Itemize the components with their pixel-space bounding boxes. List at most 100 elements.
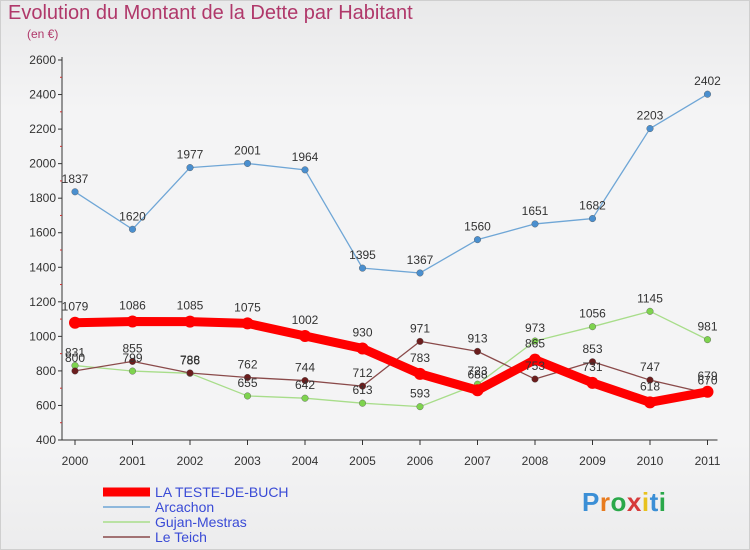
data-label-gujan-mestras: 981 — [697, 320, 717, 334]
data-point-le-teich — [301, 377, 309, 385]
chart-title: Evolution du Montant de la Dette par Hab… — [8, 2, 413, 24]
series-line-arcachon — [74, 93, 708, 274]
data-point-la-teste-de-buch — [69, 316, 81, 329]
data-label-arcachon: 2402 — [694, 74, 721, 88]
data-label-arcachon: 2203 — [637, 109, 664, 123]
data-label-gujan-mestras: 799 — [122, 351, 142, 365]
data-point-le-teich — [416, 337, 424, 345]
data-point-arcachon — [359, 264, 367, 272]
y-tick-label: 600 — [36, 398, 56, 412]
data-point-le-teich — [531, 375, 539, 383]
x-tick-label: 2009 — [579, 454, 606, 468]
data-point-le-teich — [243, 373, 251, 381]
data-label-la-teste-de-buch: 783 — [410, 351, 430, 365]
y-tick-label: 800 — [36, 364, 56, 378]
data-point-arcachon — [589, 215, 597, 223]
logo-letter: i — [658, 487, 667, 517]
data-labels: 1837 1620 1977 2001 1964 1395 1367 1560 1651 1682… — [62, 74, 722, 400]
proxiti-logo: Proxiti — [582, 487, 666, 518]
data-label-le-teich: 670 — [697, 373, 717, 387]
x-tick-label: 2004 — [292, 454, 319, 468]
y-tick-label: 400 — [36, 433, 56, 447]
data-point-gujan-mestras — [359, 399, 367, 407]
data-label-arcachon: 1837 — [62, 172, 89, 186]
data-label-le-teich: 855 — [122, 341, 142, 355]
data-label-le-teich: 913 — [467, 331, 487, 345]
y-tick-label: 1200 — [29, 295, 56, 309]
logo-letter: o — [610, 487, 627, 517]
data-label-la-teste-de-buch: 679 — [697, 369, 717, 383]
data-point-la-teste-de-buch — [184, 315, 196, 328]
series-lines — [69, 90, 714, 411]
y-tick-label: 1000 — [29, 329, 56, 343]
data-point-la-teste-de-buch — [126, 315, 139, 328]
data-label-le-teich: 800 — [65, 351, 85, 365]
chart-subtitle: (en €) — [27, 27, 59, 41]
data-point-la-teste-de-buch — [701, 385, 714, 398]
data-point-le-teich — [474, 347, 482, 355]
data-point-gujan-mestras — [531, 337, 539, 345]
data-label-arcachon: 1620 — [119, 209, 146, 223]
data-point-la-teste-de-buch — [241, 317, 254, 330]
data-label-la-teste-de-buch: 618 — [640, 379, 660, 393]
legend-label-arcachon: Arcachon — [155, 499, 214, 515]
data-point-arcachon — [243, 159, 251, 167]
x-tick-label: 2011 — [695, 454, 721, 468]
data-label-le-teich: 744 — [295, 361, 315, 375]
logo-letter: x — [626, 487, 642, 517]
y-tick-label: 2400 — [29, 88, 56, 102]
data-point-arcachon — [186, 164, 194, 172]
data-label-la-teste-de-buch: 930 — [352, 325, 372, 339]
data-label-le-teich: 753 — [525, 359, 545, 373]
data-label-la-teste-de-buch: 1079 — [62, 300, 89, 314]
logo-letter: r — [599, 487, 611, 517]
data-point-la-teste-de-buch — [644, 396, 656, 409]
x-tick-label: 2008 — [522, 454, 549, 468]
legend-label-la-teste-de-buch: LA TESTE-DE-BUCH — [155, 484, 289, 500]
y-tick-label: 2200 — [29, 122, 56, 136]
data-label-gujan-mestras: 786 — [180, 353, 200, 367]
data-label-gujan-mestras: 593 — [410, 387, 430, 401]
y-tick-label: 2000 — [29, 157, 56, 171]
data-label-la-teste-de-buch: 1086 — [119, 299, 146, 313]
data-point-la-teste-de-buch — [471, 384, 484, 397]
y-tick-label: 1400 — [29, 260, 56, 274]
data-point-le-teich — [71, 367, 79, 375]
data-label-arcachon: 1395 — [349, 248, 376, 262]
data-label-gujan-mestras: 973 — [525, 321, 545, 335]
x-tick-label: 2007 — [464, 454, 491, 468]
data-label-arcachon: 1682 — [579, 199, 606, 213]
y-tick-label: 1800 — [29, 191, 56, 205]
data-label-arcachon: 1367 — [407, 253, 434, 267]
data-label-la-teste-de-buch: 731 — [582, 360, 602, 374]
data-label-la-teste-de-buch: 1075 — [234, 300, 261, 314]
data-point-la-teste-de-buch — [356, 342, 369, 355]
data-label-gujan-mestras: 613 — [352, 383, 372, 397]
data-label-gujan-mestras: 1145 — [637, 291, 663, 305]
data-point-gujan-mestras — [128, 367, 136, 375]
x-tick-label: 2006 — [407, 454, 434, 468]
data-point-la-teste-de-buch — [299, 330, 311, 343]
data-point-arcachon — [128, 225, 136, 233]
data-point-le-teich — [359, 382, 367, 390]
x-tick-label: 2002 — [177, 454, 204, 468]
data-label-le-teich: 747 — [640, 360, 660, 374]
data-label-la-teste-de-buch: 1002 — [292, 313, 319, 327]
logo-letter: P — [582, 487, 600, 517]
data-point-gujan-mestras — [301, 394, 309, 402]
data-label-arcachon: 1977 — [177, 148, 204, 162]
data-point-gujan-mestras — [416, 403, 424, 411]
data-point-arcachon — [474, 236, 482, 244]
data-label-le-teich: 712 — [352, 366, 372, 380]
y-tick-label: 2600 — [29, 53, 56, 67]
data-point-arcachon — [646, 125, 654, 133]
data-label-arcachon: 1651 — [522, 204, 549, 218]
x-tick-label: 2005 — [349, 454, 376, 468]
data-label-arcachon: 2001 — [234, 143, 261, 157]
data-label-le-teich: 788 — [180, 353, 200, 367]
x-tick-label: 2000 — [62, 454, 89, 468]
data-point-arcachon — [416, 269, 424, 277]
series-line-gujan-mestras — [74, 310, 708, 408]
data-label-arcachon: 1964 — [292, 150, 319, 164]
data-point-gujan-mestras — [646, 307, 654, 315]
